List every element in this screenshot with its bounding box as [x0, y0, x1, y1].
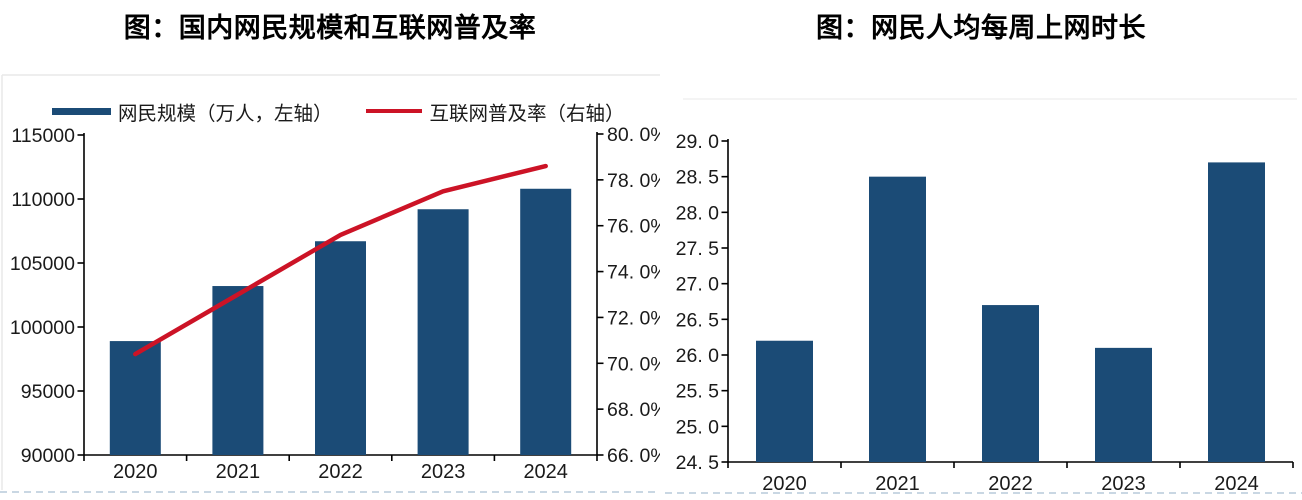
y-axis-tick-label: 25. 5 [676, 381, 720, 403]
legend-bar-label: 网民规模（万人，左轴） [118, 102, 333, 125]
x-axis-label: 2021 [875, 473, 920, 495]
y-axis-tick-label: 24. 5 [676, 452, 720, 474]
bar-2021 [869, 176, 926, 462]
left-axis-tick-label: 105000 [10, 253, 75, 275]
bar-2020 [109, 341, 161, 455]
y-axis-tick-label: 27. 5 [676, 238, 720, 260]
legend-line-swatch [365, 108, 422, 114]
x-axis-label: 2021 [216, 461, 261, 483]
y-axis-tick-label: 26. 0 [676, 345, 720, 367]
x-axis-label: 2020 [113, 461, 158, 483]
right-axis-tick-label: 70. 0% [607, 353, 660, 375]
x-axis-label: 2022 [318, 461, 363, 483]
left-axis-tick-label: 95000 [21, 381, 75, 403]
y-axis-tick-label: 26. 5 [676, 309, 720, 331]
right-axis-tick-label: 66. 0% [607, 445, 660, 467]
bar-2022 [315, 241, 366, 455]
x-axis-label: 2023 [421, 461, 466, 483]
bar-2023 [417, 209, 469, 455]
left-axis-tick-label: 90000 [21, 445, 75, 467]
bar-2020 [756, 340, 813, 462]
weekly-online-hours-chart-panel: 图：网民人均每周上网时长 29. 0 28. 5 28. 0 27. 5 27. 0 26… [660, 0, 1302, 500]
legend-line-label: 互联网普及率（右轴） [429, 102, 625, 125]
bar-2023 [1095, 347, 1152, 462]
right-axis-tick-label: 68. 0% [607, 399, 660, 421]
right-axis-tick-label: 78. 0% [607, 170, 660, 192]
x-axis-label: 2023 [1101, 473, 1146, 495]
y-axis-tick-label: 28. 5 [676, 167, 720, 189]
bar-2021 [212, 286, 264, 455]
netizen-scale-chart-panel: 图：国内网民规模和互联网普及率 网民规模（万人，左轴） 互联网普及率（右轴） 1… [0, 13, 660, 493]
bar-2022 [982, 305, 1039, 462]
chart1-legend: 网民规模（万人，左轴） 互联网普及率（右轴） [52, 99, 625, 125]
x-axis-label: 2022 [988, 473, 1033, 495]
chart1-title: 图：国内网民规模和互联网普及率 [123, 13, 537, 43]
y-axis-tick-label: 29. 0 [676, 131, 720, 153]
penetration-rate-line [133, 163, 548, 357]
y-axis-tick-label: 28. 0 [676, 202, 720, 224]
x-axis-label: 2020 [762, 473, 807, 495]
left-axis-tick-label: 110000 [11, 189, 75, 211]
right-axis-tick-label: 72. 0% [607, 307, 660, 329]
netizen-scale-chart: 115000 110000 105000 100000 95000 90000 80. 0%… [0, 74, 660, 493]
right-axis-tick-label: 76. 0% [607, 216, 660, 238]
weekly-online-hours-chart: 29. 0 28. 5 28. 0 27. 5 27. 0 26. 5 26. 0 25. 5… [665, 98, 1302, 495]
y-axis-tick-label: 25. 0 [676, 416, 720, 438]
chart2-title: 图：网民人均每周上网时长 [816, 13, 1146, 43]
left-axis-tick-label: 115000 [11, 125, 75, 147]
y-axis-tick-label: 27. 0 [676, 274, 720, 296]
legend-bar-swatch [52, 107, 111, 115]
x-axis-label: 2024 [523, 461, 568, 483]
left-axis-tick-label: 100000 [10, 317, 75, 339]
x-axis-label: 2024 [1214, 473, 1259, 495]
bar-2024 [1208, 162, 1265, 462]
bar-2024 [520, 188, 572, 455]
right-axis-tick-label: 80. 0% [607, 124, 660, 146]
right-axis-tick-label: 74. 0% [607, 262, 660, 284]
